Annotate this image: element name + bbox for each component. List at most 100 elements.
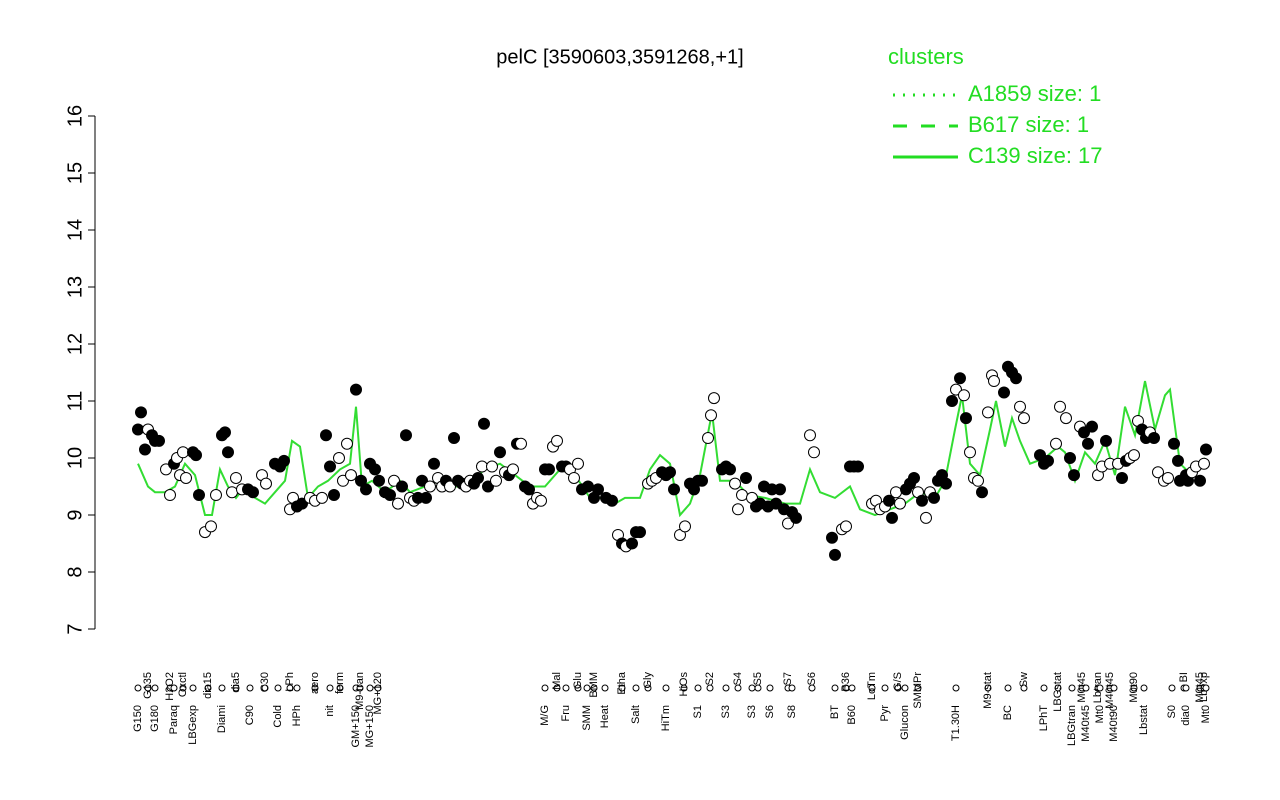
data-point — [1128, 449, 1140, 462]
x-tick — [1040, 684, 1048, 692]
legend-title: clusters — [888, 44, 964, 69]
x-tick — [680, 684, 688, 692]
x-tick — [734, 684, 742, 692]
data-point — [337, 474, 349, 487]
x-tick-label: S3 — [720, 705, 732, 718]
data-point — [132, 423, 144, 436]
x-tick — [984, 684, 992, 692]
x-tick — [1020, 684, 1028, 692]
legend-label: C139 size: 17 — [968, 143, 1103, 168]
legend-label: B617 size: 1 — [968, 112, 1089, 137]
x-tick-label: M0t45 — [1194, 672, 1206, 703]
data-point — [472, 471, 484, 484]
data-point — [582, 480, 594, 493]
x-tick-label: Sw — [1018, 672, 1030, 687]
data-point — [852, 460, 864, 473]
x-tick-label: C90 — [244, 705, 256, 725]
data-point — [928, 491, 940, 504]
data-point — [740, 471, 752, 484]
y-tick-label: 11 — [64, 391, 86, 412]
data-point — [1018, 412, 1030, 425]
x-tick-label: LBGstat — [1052, 672, 1064, 712]
x-tick — [881, 684, 889, 692]
x-tick-label: Glu — [572, 672, 584, 689]
x-tick — [232, 684, 240, 692]
y-tick-label: 10 — [64, 447, 86, 469]
data-point — [333, 452, 345, 464]
x-tick — [134, 684, 142, 692]
data-point — [736, 489, 748, 502]
data-point — [1042, 454, 1054, 467]
data-point — [988, 375, 1000, 388]
x-tick — [901, 684, 909, 692]
data-point — [490, 474, 502, 487]
y-tick-label: 16 — [64, 105, 86, 127]
data-point — [883, 494, 895, 507]
x-tick-label: Salt — [630, 705, 642, 724]
data-point — [177, 446, 189, 459]
x-tick-label: Etha — [616, 671, 628, 695]
data-point — [729, 477, 741, 490]
data-point — [324, 460, 336, 473]
x-tick-label: SMM — [581, 705, 593, 731]
x-tick — [644, 684, 652, 692]
y-tick-label: 15 — [64, 162, 86, 184]
data-point — [946, 395, 958, 407]
data-point — [1168, 437, 1180, 450]
data-point — [1078, 426, 1090, 439]
data-point — [360, 483, 372, 496]
data-point — [424, 480, 436, 493]
data-point — [998, 386, 1010, 399]
x-tick-label: H2O2 — [164, 672, 176, 701]
x-tick — [562, 684, 570, 692]
x-tick-label: Fru — [560, 705, 572, 722]
data-point — [1014, 400, 1026, 413]
data-point — [1198, 457, 1210, 470]
data-point — [732, 503, 744, 516]
data-point — [840, 520, 852, 533]
x-tick-label: S5 — [752, 672, 764, 685]
x-tick — [894, 684, 902, 692]
x-tick — [754, 684, 762, 692]
x-tick — [1182, 684, 1190, 692]
x-tick-label: S4 — [732, 672, 744, 685]
x-tick-label: G/S — [892, 672, 904, 691]
data-point — [1194, 474, 1206, 487]
x-tick — [1082, 684, 1090, 692]
x-tick — [1130, 684, 1138, 692]
data-point — [916, 494, 928, 507]
data-point — [890, 486, 902, 499]
x-tick-label: Heat — [599, 705, 611, 728]
x-tick — [831, 684, 839, 692]
x-tick-label: ferm — [334, 672, 346, 694]
data-point — [568, 471, 580, 484]
data-point — [940, 477, 952, 490]
x-tick — [326, 684, 334, 692]
data-point — [230, 471, 242, 484]
data-point — [960, 412, 972, 425]
x-tick — [722, 684, 730, 692]
data-point — [328, 489, 340, 502]
x-tick-label: S6 — [764, 705, 776, 718]
data-point — [664, 466, 676, 479]
data-point — [420, 491, 432, 504]
x-tick — [601, 684, 609, 692]
data-point — [278, 454, 290, 467]
data-point — [316, 491, 328, 504]
x-tick — [179, 684, 187, 692]
data-point — [494, 446, 506, 459]
x-tick — [706, 684, 714, 692]
data-point — [180, 471, 192, 484]
x-tick — [766, 684, 774, 692]
y-tick-label: 13 — [64, 276, 86, 298]
x-tick — [286, 684, 294, 692]
x-tick-label: dia15 — [202, 672, 214, 699]
data-point — [428, 457, 440, 470]
x-tick-label: M0t90 — [1128, 672, 1140, 703]
x-tick-label: S8 — [786, 705, 798, 718]
data-point — [770, 497, 782, 510]
data-point — [416, 474, 428, 487]
data-point — [826, 531, 838, 544]
x-tick — [788, 684, 796, 692]
x-tick-label: T1.30H — [950, 705, 962, 741]
